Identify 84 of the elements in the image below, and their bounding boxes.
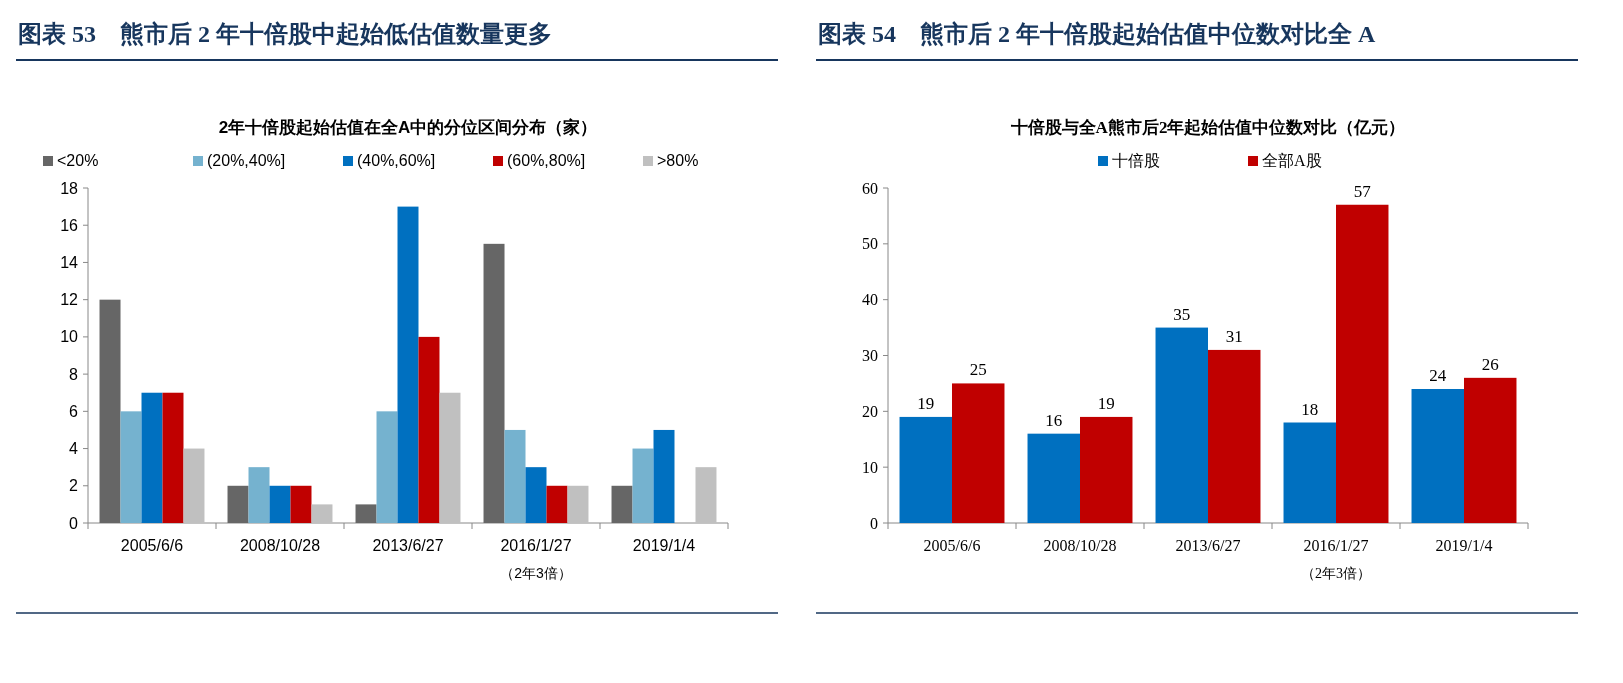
bar: [1027, 433, 1080, 523]
bar: [899, 416, 952, 523]
y-tick-label: 6: [69, 402, 79, 420]
x-tick-label: 2016/1/27: [500, 537, 572, 554]
data-label: 25: [969, 360, 987, 380]
bar: [248, 467, 270, 523]
bar: [141, 392, 163, 523]
bar: [397, 206, 419, 523]
bar: [1283, 422, 1336, 523]
y-tick-label: 18: [60, 179, 79, 197]
bar: [1411, 389, 1464, 523]
legend-label: (20%,40%]: [207, 152, 286, 169]
data-label: 35: [1173, 304, 1191, 324]
chart-subtitle: 2年十倍股起始估值在全A中的分位区间分布（家）: [218, 118, 598, 137]
y-tick-label: 4: [69, 440, 79, 458]
x-tick-label: 2005/6/6: [923, 537, 981, 554]
y-tick-label: 10: [60, 328, 79, 346]
bar: [269, 485, 291, 523]
data-label: 57: [1353, 181, 1372, 201]
bar: [1080, 416, 1133, 523]
bar: [120, 411, 142, 523]
data-label: 16: [1045, 410, 1063, 430]
data-label: 24: [1429, 366, 1447, 385]
bar: [162, 392, 184, 523]
y-tick-label: 30: [862, 347, 878, 365]
y-tick-label: 8: [69, 365, 79, 383]
legend-label: <20%: [57, 152, 99, 169]
text: （2年3倍）: [1301, 566, 1371, 581]
bar: [504, 429, 526, 523]
y-tick-label: 40: [862, 291, 878, 309]
bar: [355, 504, 377, 523]
y-tick-label: 20: [862, 402, 878, 420]
data-label: 19: [1097, 393, 1115, 413]
bar: [311, 504, 333, 523]
bar: [483, 243, 505, 523]
legend-label: (40%,60%]: [357, 152, 436, 169]
data-label: 19: [917, 393, 935, 413]
legend-label: 十倍股: [1112, 152, 1160, 169]
data-label: 18: [1301, 399, 1319, 419]
y-tick-label: 0: [870, 514, 878, 532]
text: （2年3倍）: [500, 565, 572, 581]
x-tick-label: 2013/6/27: [1175, 537, 1241, 554]
y-tick-label: 60: [862, 179, 878, 197]
legend-label: 全部A股: [1262, 152, 1322, 169]
bar: [952, 383, 1005, 523]
bar: [632, 448, 654, 523]
bar: [1208, 349, 1261, 523]
bar: [99, 299, 121, 523]
legend-label: >80%: [657, 152, 699, 169]
x-tick-label: 2008/10/28: [239, 537, 321, 554]
chart-title: 图表 54 熊市后 2 年十倍股起始估值中位数对比全 A: [818, 21, 1376, 47]
y-tick-label: 2: [69, 477, 79, 495]
bar: [695, 467, 717, 523]
bar: [1464, 377, 1517, 523]
x-tick-label: 2016/1/27: [1303, 537, 1369, 554]
y-tick-label: 16: [60, 216, 79, 234]
x-tick-label: 2013/6/27: [372, 537, 444, 554]
bar: [546, 485, 568, 523]
y-tick-label: 50: [862, 235, 878, 253]
bar: [418, 336, 440, 523]
bar: [227, 485, 249, 523]
y-tick-label: 12: [60, 291, 79, 309]
bar: [611, 485, 633, 523]
bar: [439, 392, 461, 523]
chart-subtitle: 十倍股与全A熊市后2年起始估值中位数对比（亿元）: [1009, 118, 1406, 137]
x-tick-label: 2005/6/6: [120, 537, 184, 554]
bar: [1155, 327, 1208, 523]
y-tick-label: 10: [862, 458, 878, 476]
x-tick-label: 2019/1/4: [1435, 537, 1493, 554]
x-tick-label: 2008/10/28: [1043, 537, 1117, 554]
bar: [567, 485, 589, 523]
data-label: 26: [1481, 354, 1499, 374]
bar: [376, 411, 398, 523]
y-tick-label: 14: [60, 254, 79, 272]
bar: [290, 485, 312, 523]
chart-title: 图表 53 熊市后 2 年十倍股中起始低估值数量更多: [18, 21, 552, 47]
y-tick-label: 0: [69, 514, 79, 532]
bar: [653, 429, 675, 523]
x-tick-label: 2019/1/4: [632, 537, 696, 554]
data-label: 31: [1225, 326, 1243, 346]
legend-label: (60%,80%]: [507, 152, 586, 169]
bar: [183, 448, 205, 523]
bar: [1336, 204, 1389, 523]
bar: [525, 467, 547, 523]
